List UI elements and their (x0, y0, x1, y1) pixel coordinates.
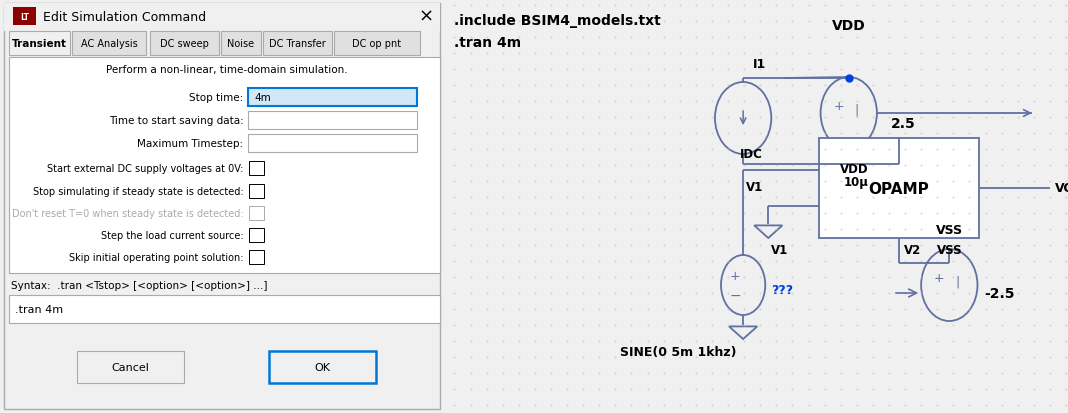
Text: Cancel: Cancel (111, 362, 150, 372)
FancyBboxPatch shape (249, 161, 264, 176)
Text: V1: V1 (745, 180, 764, 194)
FancyBboxPatch shape (72, 32, 146, 56)
Text: OK: OK (315, 362, 330, 372)
Text: +: + (729, 269, 740, 282)
Text: IDC: IDC (740, 147, 764, 161)
Text: DC op pnt: DC op pnt (352, 39, 402, 49)
Text: VSS: VSS (938, 243, 963, 256)
FancyBboxPatch shape (221, 32, 261, 56)
Text: I1: I1 (753, 58, 767, 71)
FancyBboxPatch shape (249, 250, 264, 264)
Text: Noise: Noise (227, 39, 254, 49)
Text: SINE(0 5m 1khz): SINE(0 5m 1khz) (621, 345, 737, 358)
FancyBboxPatch shape (334, 32, 420, 56)
FancyBboxPatch shape (248, 112, 417, 130)
FancyBboxPatch shape (4, 4, 440, 409)
Text: LT: LT (20, 12, 29, 21)
Text: ???: ??? (771, 284, 794, 297)
Text: V2: V2 (904, 243, 922, 256)
Bar (13, 8, 36, 26)
Text: Stop simulating if steady state is detected:: Stop simulating if steady state is detec… (33, 187, 244, 197)
Text: .tran 4m: .tran 4m (455, 36, 521, 50)
Text: 4m: 4m (254, 93, 271, 103)
Text: Skip initial operating point solution:: Skip initial operating point solution: (69, 252, 244, 262)
FancyBboxPatch shape (150, 32, 219, 56)
FancyBboxPatch shape (9, 295, 440, 323)
FancyBboxPatch shape (9, 58, 440, 273)
Text: 2.5: 2.5 (891, 117, 915, 131)
Text: Time to start saving data:: Time to start saving data: (109, 116, 244, 126)
Text: +: + (933, 271, 944, 284)
FancyBboxPatch shape (818, 139, 979, 238)
Text: +: + (833, 99, 844, 112)
FancyBboxPatch shape (249, 185, 264, 199)
FancyBboxPatch shape (249, 228, 264, 242)
Text: Maximum Timestep:: Maximum Timestep: (138, 139, 244, 149)
Text: Stop time:: Stop time: (189, 93, 244, 103)
Text: Perform a non-linear, time-domain simulation.: Perform a non-linear, time-domain simula… (106, 65, 347, 75)
FancyBboxPatch shape (248, 89, 417, 107)
Text: Step the load current source:: Step the load current source: (100, 230, 244, 240)
FancyBboxPatch shape (77, 351, 184, 383)
Text: V1: V1 (771, 243, 788, 256)
Text: Edit Simulation Command: Edit Simulation Command (43, 10, 206, 24)
FancyBboxPatch shape (269, 351, 376, 383)
FancyBboxPatch shape (248, 135, 417, 153)
FancyBboxPatch shape (9, 32, 70, 56)
Text: DC sweep: DC sweep (160, 39, 208, 49)
FancyBboxPatch shape (4, 4, 440, 32)
Text: VDD: VDD (832, 19, 865, 33)
Text: OPAMP: OPAMP (868, 181, 929, 196)
Text: Syntax:  .tran <Tstop> [<option> [<option>] ...]: Syntax: .tran <Tstop> [<option> [<option… (11, 280, 267, 290)
Text: .tran 4m: .tran 4m (15, 304, 63, 314)
Text: Transient: Transient (12, 39, 67, 49)
Text: -2.5: -2.5 (985, 286, 1015, 300)
Text: DC Transfer: DC Transfer (269, 39, 326, 49)
Text: |: | (955, 275, 959, 288)
Text: VOUT: VOUT (1055, 182, 1068, 195)
Text: Start external DC supply voltages at 0V:: Start external DC supply voltages at 0V: (47, 164, 244, 173)
Text: AC Analysis: AC Analysis (80, 39, 138, 49)
Text: ×: × (419, 8, 434, 26)
Text: .include BSIM4_models.txt: .include BSIM4_models.txt (455, 14, 661, 28)
FancyBboxPatch shape (263, 32, 332, 56)
FancyBboxPatch shape (249, 206, 264, 221)
Text: VDD
10μ: VDD 10μ (841, 163, 869, 189)
Text: |: | (854, 103, 859, 116)
Text: VSS: VSS (936, 223, 963, 236)
Text: Don't reset T=0 when steady state is detected:: Don't reset T=0 when steady state is det… (12, 209, 244, 218)
Text: −: − (729, 288, 741, 302)
